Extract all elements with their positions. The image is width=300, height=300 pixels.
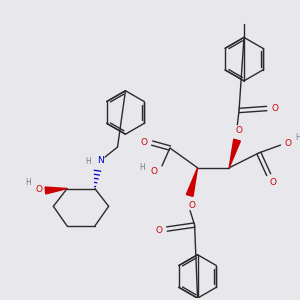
Text: O: O <box>35 185 42 194</box>
Text: O: O <box>151 167 158 176</box>
Text: N: N <box>98 156 104 165</box>
Text: H: H <box>296 133 300 142</box>
Polygon shape <box>186 168 198 196</box>
Text: O: O <box>141 138 148 147</box>
Text: O: O <box>155 226 163 235</box>
Text: O: O <box>236 126 242 135</box>
Polygon shape <box>45 187 67 194</box>
Text: H: H <box>25 178 31 187</box>
Text: H: H <box>85 158 91 166</box>
Text: O: O <box>269 178 276 187</box>
Polygon shape <box>229 139 240 168</box>
Text: O: O <box>188 201 195 210</box>
Text: H: H <box>140 163 145 172</box>
Text: O: O <box>271 104 278 113</box>
Text: O: O <box>285 139 292 148</box>
